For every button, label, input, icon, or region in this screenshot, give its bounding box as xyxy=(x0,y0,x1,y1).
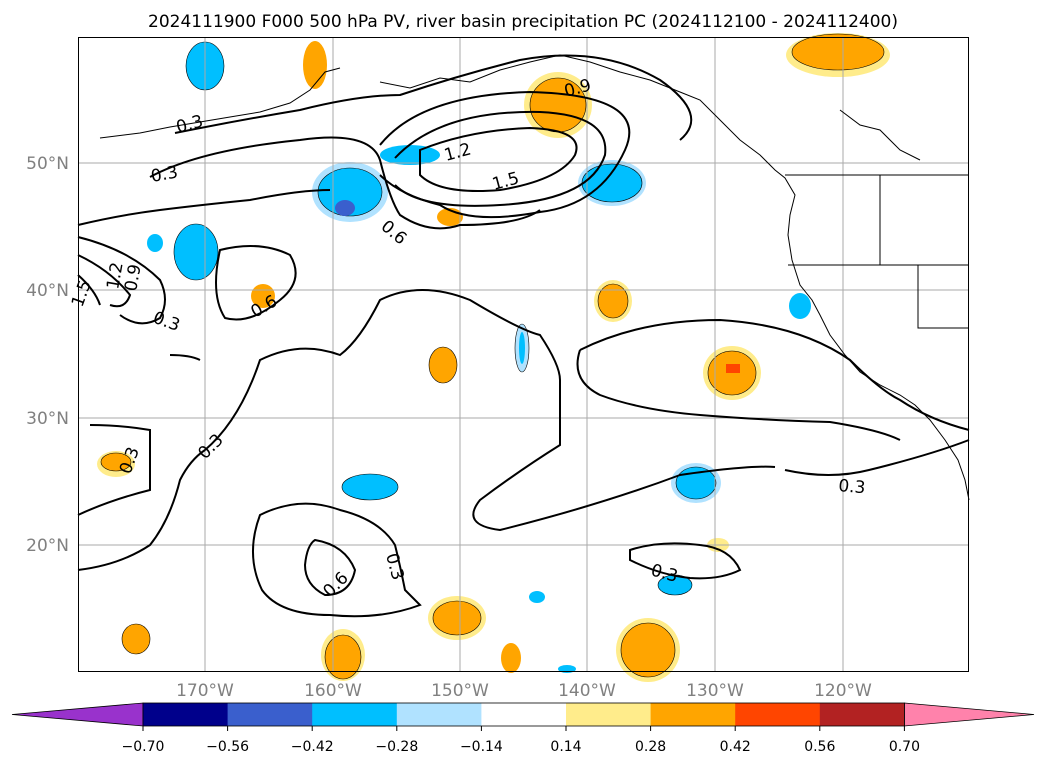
contour-label: 0.3 xyxy=(174,112,205,138)
colorbar-tick-label: 0.70 xyxy=(889,739,920,755)
lon-label: 150°W xyxy=(431,681,489,701)
colorbar-tick-label: −0.56 xyxy=(206,739,249,755)
contour-label: 1.2 xyxy=(442,140,473,166)
contour-label: 0.3 xyxy=(194,430,227,463)
colorbar-segment xyxy=(143,703,229,726)
colorbar-tick-label: −0.28 xyxy=(375,739,418,755)
colorbar-segment xyxy=(566,703,652,726)
positive-anomaly-region xyxy=(428,346,458,384)
colorbar-tick-label: −0.14 xyxy=(460,739,503,755)
contour-label: 0.3 xyxy=(150,308,182,336)
negative-anomaly-region xyxy=(317,167,383,217)
lon-label: 120°W xyxy=(814,681,872,701)
colorbar-tick-label: −0.42 xyxy=(291,739,334,755)
positive-anomaly-region xyxy=(432,600,482,636)
positive-anomaly-region xyxy=(324,634,362,680)
colorbar-segment xyxy=(312,703,398,726)
lat-label: 50°N xyxy=(26,154,69,174)
negative-anomaly-region xyxy=(147,234,163,252)
contour-label: 0.3 xyxy=(838,476,867,498)
positive-anomaly-region xyxy=(121,623,151,655)
positive-anomaly-region xyxy=(791,33,885,71)
colorbar-tick-label: 0.42 xyxy=(720,739,751,755)
negative-anomaly-region xyxy=(335,200,355,216)
contour-labels: 0.3 0.3 0.3 0.3 0.3 0.3 0.3 0.3 0.6 0.6 … xyxy=(68,76,866,602)
colorbar-tick-label: 0.28 xyxy=(635,739,666,755)
colorbar-tick-label: −0.70 xyxy=(122,739,165,755)
map-title: 2024111900 F000 500 hPa PV, river basin … xyxy=(148,12,898,32)
lon-axis: 170°W 160°W 150°W 140°W 130°W 120°W xyxy=(176,681,872,701)
colorbar-segment xyxy=(650,703,736,726)
lon-label: 130°W xyxy=(686,681,744,701)
positive-anomaly-region xyxy=(620,622,676,678)
colorbar-tick-label: 0.56 xyxy=(804,739,835,755)
lat-label: 20°N xyxy=(26,536,69,556)
lat-label: 30°N xyxy=(26,409,69,429)
colorbar-extend-max xyxy=(904,702,1035,727)
colorbar-segment xyxy=(396,703,482,726)
contour-label: 0.6 xyxy=(377,217,411,250)
lat-label: 40°N xyxy=(26,281,69,301)
lon-label: 140°W xyxy=(558,681,616,701)
contour-label: 0.3 xyxy=(116,444,144,476)
colorbar-segment xyxy=(227,703,313,726)
contour-label: 1.5 xyxy=(68,277,96,309)
lat-axis: 50°N 40°N 30°N 20°N xyxy=(26,154,69,556)
negative-anomaly-region xyxy=(789,293,811,319)
negative-anomaly-region xyxy=(341,473,399,501)
map-frame xyxy=(78,37,969,672)
lon-label: 170°W xyxy=(176,681,234,701)
negative-anomaly-region xyxy=(380,145,440,165)
colorbar-tick-label: 0.14 xyxy=(550,739,581,755)
positive-anomaly-region xyxy=(597,283,629,319)
precip-shading xyxy=(97,33,890,682)
contour-label: 0.3 xyxy=(381,551,407,582)
contour-label: 1.5 xyxy=(490,169,521,195)
colorbar-segment xyxy=(819,703,905,726)
negative-anomaly-region xyxy=(529,591,545,603)
negative-anomaly-region xyxy=(581,163,643,203)
lon-label: 160°W xyxy=(304,681,362,701)
pv-contours xyxy=(77,54,970,618)
contour-label: 0.6 xyxy=(319,568,352,601)
positive-anomaly-region xyxy=(501,643,521,673)
coastlines xyxy=(99,54,970,501)
negative-anomaly-region xyxy=(173,223,219,281)
positive-anomaly-region xyxy=(100,452,132,472)
colorbar-segment xyxy=(735,703,821,726)
colorbar-segment xyxy=(481,703,567,726)
contour-label: 1.2 xyxy=(103,261,127,291)
contour-label: 0.3 xyxy=(149,163,179,187)
positive-anomaly-region xyxy=(726,364,740,373)
positive-anomaly-region xyxy=(303,41,327,89)
colorbar-extend-min xyxy=(11,702,144,727)
negative-anomaly-region xyxy=(519,332,525,364)
contour-label: 0.9 xyxy=(121,263,145,293)
colorbar: −0.70 −0.56 −0.42 −0.28 −0.14 0.14 0.28 0.42 0.5… xyxy=(11,702,1035,755)
colorbar-frame xyxy=(142,702,905,727)
contour-label: 0.3 xyxy=(649,561,680,587)
